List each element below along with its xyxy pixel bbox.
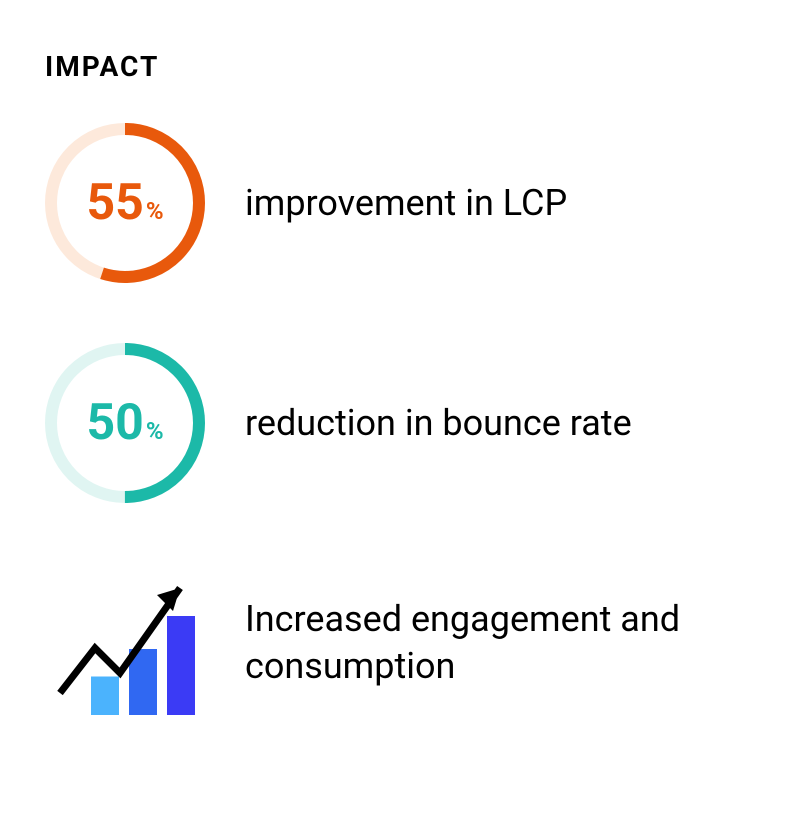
growth-chart-icon xyxy=(45,563,205,723)
metric-value: 55 xyxy=(86,178,143,228)
metric-value: 50 xyxy=(86,398,143,448)
impact-card: IMPACT 55 % improvement in LCP 50 % redu… xyxy=(45,50,755,775)
donut-icon: 50 % xyxy=(45,343,205,503)
donut-center: 55 % xyxy=(86,178,163,228)
section-heading: IMPACT xyxy=(45,50,755,83)
chart-icon xyxy=(45,563,205,723)
metric-label: reduction in bounce rate xyxy=(245,400,632,447)
metric-row: Increased engagement and consumption xyxy=(45,563,755,723)
metric-label: improvement in LCP xyxy=(245,180,567,227)
donut-center: 50 % xyxy=(86,398,163,448)
metric-row: 55 % improvement in LCP xyxy=(45,123,755,283)
percent-symbol: % xyxy=(146,197,164,225)
metric-row: 50 % reduction in bounce rate xyxy=(45,343,755,503)
percent-symbol: % xyxy=(146,417,164,445)
donut-icon: 55 % xyxy=(45,123,205,283)
metrics-list: 55 % improvement in LCP 50 % reduction i… xyxy=(45,123,755,723)
metric-label: Increased engagement and consumption xyxy=(245,596,755,690)
